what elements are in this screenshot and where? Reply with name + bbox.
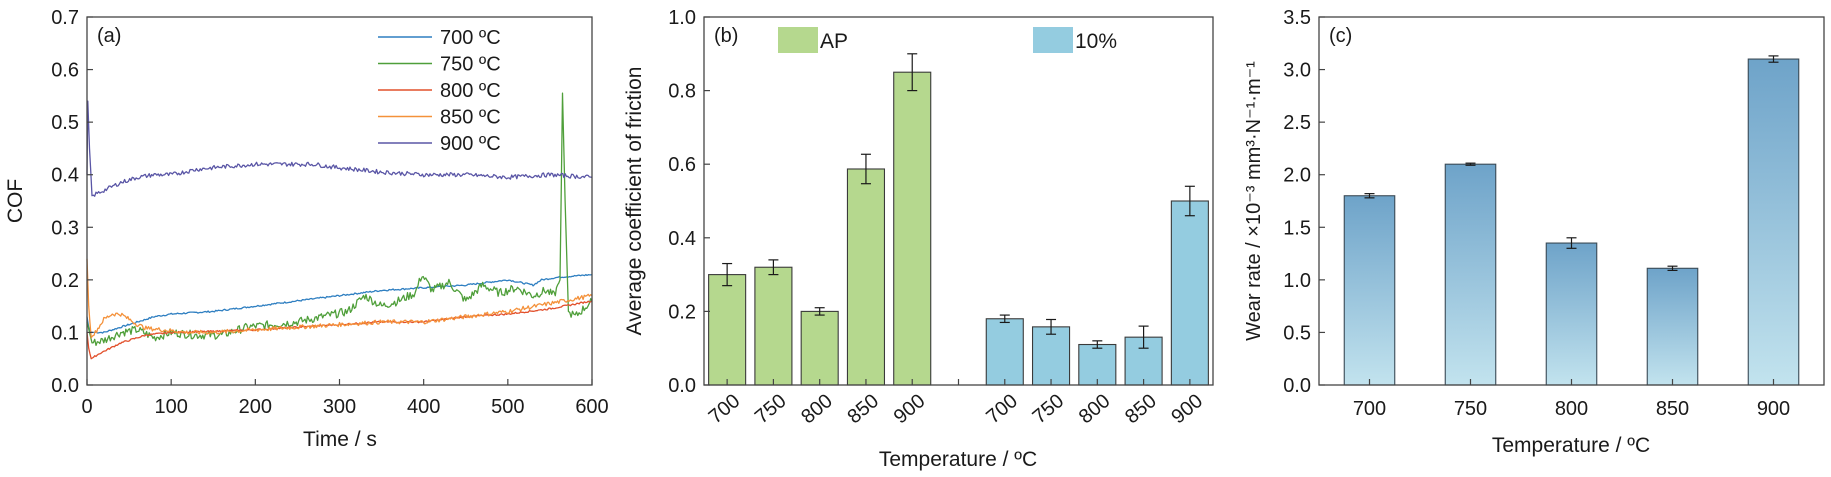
bar-10%-800 [1078,343,1117,386]
x-axis-title: Temperature / ºC [1492,434,1650,457]
bars [1343,55,1800,386]
legend-label: 800 ºC [440,80,501,102]
y-axis: 0.0 0.5 1.0 1.5 2.0 2.5 3.0 3.5 [1283,7,1325,397]
panel-c-wear-rate: 0.0 0.5 1.0 1.5 2.0 2.5 3.0 3.5 700 750 800 850 900… [1243,7,1825,457]
bar-10%-900 [1170,200,1209,386]
legend: AP 10% [778,27,1117,53]
y-axis: 0.0 0.1 0.2 0.3 0.4 0.5 0.6 0.7 [51,7,93,397]
x-tick-label: 850 [843,390,883,428]
x-tick-label: 700 [982,390,1022,428]
x-axis-title: Time / s [303,428,377,451]
bar-10%-750 [1031,326,1071,386]
panel-label: (c) [1329,25,1352,47]
bar-850 [1646,267,1699,386]
bar-900 [1747,58,1800,386]
bar-AP-850 [846,168,886,386]
legend-label: 750 ºC [440,54,501,76]
x-tick-label: 850 [1656,398,1689,420]
y-tick-label: 0.4 [51,165,79,187]
x-tick-label: 850 [1121,390,1161,428]
x-tick-label: 800 [1555,398,1588,420]
y-tick-label: 0.6 [668,154,696,176]
y-tick-label: 0.5 [51,112,79,134]
legend-label: 10% [1075,30,1117,53]
y-tick-label: 1.0 [668,7,696,29]
plot-frame [86,16,593,386]
x-tick-label: 0 [81,396,92,418]
x-tick-label: 100 [154,396,187,418]
y-tick-label: 2.5 [1283,112,1311,134]
x-tick-label: 200 [239,396,272,418]
y-tick-label: 2.0 [1283,165,1311,187]
y-axis-title: COF [4,179,27,223]
x-tick-label: 300 [323,396,356,418]
x-tick-label: 900 [1757,398,1790,420]
series-line-750 [86,92,593,347]
y-tick-label: 0.8 [668,81,696,103]
x-tick-label: 800 [797,390,837,428]
bar-AP-700 [708,274,747,386]
y-axis-title: Average coefficient of friction [623,67,646,336]
y-tick-label: 1.0 [1283,270,1311,292]
x-tick-label: 750 [751,390,791,428]
x-tick-label: 700 [705,390,745,428]
y-tick-label: 0.2 [668,301,696,323]
x-tick-label: 750 [1029,390,1069,428]
legend-swatch-AP [778,27,818,53]
y-tick-label: 0.0 [51,375,79,397]
series-lines [86,92,593,360]
x-tick-label: 900 [890,390,930,428]
y-tick-label: 0.4 [668,228,696,250]
bar-10%-700 [985,318,1024,386]
y-tick-label: 0.1 [51,322,79,344]
y-tick-label: 3.0 [1283,60,1311,82]
panel-a-cof-vs-time: 0.0 0.1 0.2 0.3 0.4 0.5 0.6 0.7 0 100 200 300 400 50… [4,7,609,451]
bar-750 [1444,163,1497,386]
x-tick-label: 800 [1075,390,1115,428]
legend-swatch-10% [1033,27,1073,53]
bar-AP-800 [800,310,839,386]
x-axis: 700 750 800 850 900 700 750 800 850 900 [705,379,1207,428]
series-line-900 [86,100,593,197]
x-tick-label: 400 [407,396,440,418]
y-axis: 0.0 0.2 0.4 0.6 0.8 1.0 [668,7,710,397]
legend-label: 700 ºC [440,27,501,49]
legend-label: AP [820,30,848,53]
legend-label: 900 ºC [440,133,501,155]
legend: 700 ºC 750 ºC 800 ºC 850 ºC 900 ºC [378,27,501,155]
x-tick-label: 750 [1454,398,1487,420]
y-tick-label: 0.2 [51,270,79,292]
bar-800 [1545,242,1598,386]
y-tick-label: 0.0 [1283,375,1311,397]
x-axis: 0 100 200 300 400 500 600 [81,379,609,418]
bars [708,53,1209,386]
x-tick-label: 900 [1167,390,1207,428]
bar-AP-750 [754,266,793,386]
y-tick-label: 0.0 [668,375,696,397]
bar-AP-900 [893,71,932,386]
panel-label: (b) [714,25,738,47]
series-line-700 [86,273,593,334]
y-tick-label: 1.5 [1283,217,1311,239]
legend-label: 850 ºC [440,107,501,129]
y-tick-label: 0.7 [51,7,79,29]
panel-label: (a) [97,25,121,47]
y-tick-label: 0.5 [1283,322,1311,344]
y-axis-title: Wear rate / ×10⁻³ mm³·N⁻¹·m⁻¹ [1243,61,1265,341]
y-tick-label: 3.5 [1283,7,1311,29]
y-tick-label: 0.3 [51,217,79,239]
x-tick-label: 500 [491,396,524,418]
x-tick-label: 600 [575,396,608,418]
y-tick-label: 0.6 [51,60,79,82]
x-tick-label: 700 [1353,398,1386,420]
series-line-850 [86,258,593,339]
x-axis: 700 750 800 850 900 [1353,379,1790,420]
panel-b-average-cof: 0.00.20.40.60.81.0 700 750 800 850 900 700 750… [623,7,1214,471]
x-axis-title: Temperature / ºC [879,448,1037,471]
bar-700 [1343,195,1396,386]
